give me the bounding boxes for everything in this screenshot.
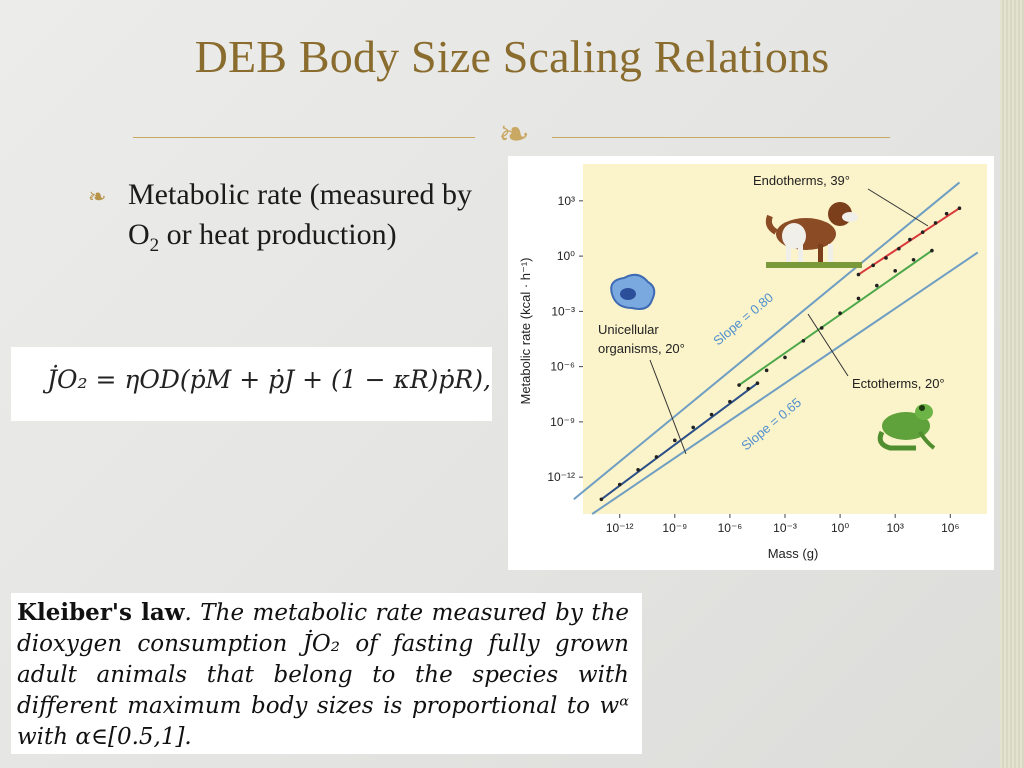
unicellular-leader xyxy=(649,359,687,455)
data-point xyxy=(737,383,741,387)
y-tick-label: 10⁻³ xyxy=(551,304,575,318)
x-tick-label: 10⁻¹² xyxy=(606,521,634,535)
bullet-text: Metabolic rate (measured by O2 or heat p… xyxy=(128,178,473,256)
bullet-metabolic-rate: ❧ Metabolic rate (measured by O2 or heat… xyxy=(88,175,488,266)
equation-box: J̇O₂ = ηOD(ṗM + ṗJ + (1 − κR)ṗR), xyxy=(11,347,492,421)
data-point xyxy=(801,339,806,343)
data-point xyxy=(636,467,640,472)
data-point xyxy=(783,355,787,360)
ornament-icon: ❧ xyxy=(498,114,530,156)
series-fit-line xyxy=(857,207,961,276)
bullet-ornament-icon: ❧ xyxy=(88,184,107,209)
x-tick-label: 10⁻³ xyxy=(773,521,797,535)
y-tick-label: 10⁻⁶ xyxy=(550,360,575,374)
chart-svg: 10⁻¹² 10⁻⁹ 10⁻⁶ 10⁻³ 10⁰ 10³ 10⁶ 10³ 10⁰ 10⁻³ 10⁻⁶… xyxy=(518,164,987,561)
equation: J̇O₂ = ηOD(ṗM + ṗJ + (1 − κR)ṗR), xyxy=(47,365,491,394)
decorative-frame xyxy=(1000,0,1024,768)
kleiber-law-box: Kleiber's law. The metabolic rate measur… xyxy=(11,593,642,754)
data-point xyxy=(871,263,875,268)
title-divider-right xyxy=(552,137,890,138)
data-point xyxy=(617,482,622,487)
kleiber-law-text: Kleiber's law. The metabolic rate measur… xyxy=(17,599,629,750)
annotation-unicellular-2: organisms, 20° xyxy=(598,341,685,356)
data-point xyxy=(728,399,732,404)
data-point xyxy=(709,412,714,417)
slope-080-line xyxy=(573,181,961,501)
slide-title: DEB Body Size Scaling Relations xyxy=(194,31,830,82)
data-point xyxy=(884,256,888,260)
data-point xyxy=(755,381,760,386)
y-tick-label: 10⁻⁹ xyxy=(550,415,575,429)
ectotherm-leader xyxy=(807,313,849,377)
annotation-unicellular-1: Unicellular xyxy=(598,322,659,337)
data-point xyxy=(856,296,861,301)
data-point xyxy=(908,237,912,242)
x-tick-label: 10⁻⁶ xyxy=(718,521,743,535)
data-point xyxy=(920,230,925,234)
annotation-endotherms: Endotherms, 39° xyxy=(753,173,850,188)
data-point xyxy=(819,326,824,330)
data-point xyxy=(746,386,751,391)
x-tick-label: 10⁶ xyxy=(941,521,959,535)
data-point xyxy=(930,248,934,253)
y-tick-label: 10³ xyxy=(558,194,575,208)
data-point xyxy=(893,269,897,273)
data-point xyxy=(599,497,604,502)
data-point xyxy=(691,425,695,430)
data-point xyxy=(875,283,879,288)
data-point xyxy=(856,272,861,277)
data-point xyxy=(764,368,769,373)
data-point xyxy=(944,211,949,216)
data-point xyxy=(673,438,677,443)
annotation-ectotherms: Ectotherms, 20° xyxy=(852,376,945,391)
endotherm-leader xyxy=(867,188,929,227)
data-point xyxy=(957,206,962,211)
data-point xyxy=(897,246,901,251)
data-point xyxy=(838,311,842,316)
slope-065-line xyxy=(591,251,979,515)
x-axis-label: Mass (g) xyxy=(768,546,819,561)
cell-icon xyxy=(610,273,656,310)
metabolic-scaling-chart: 10⁻¹² 10⁻⁹ 10⁻⁶ 10⁻³ 10⁰ 10³ 10⁶ 10³ 10⁰ 10⁻³ 10⁻⁶… xyxy=(508,156,994,570)
data-point xyxy=(911,257,916,262)
y-tick-label: 10⁻¹² xyxy=(547,470,575,484)
frog-icon xyxy=(877,404,936,451)
series-fit-line xyxy=(738,249,933,386)
plot-area xyxy=(583,164,987,514)
y-tick-label: 10⁰ xyxy=(557,249,575,263)
x-tick-label: 10⁰ xyxy=(831,521,849,535)
x-tick-label: 10³ xyxy=(887,521,904,535)
x-tick-label: 10⁻⁹ xyxy=(662,521,687,535)
title-divider-left xyxy=(133,137,475,138)
data-point xyxy=(933,221,938,225)
dog-icon xyxy=(765,202,862,268)
data-point xyxy=(654,455,659,459)
y-axis-label: Metabolic rate (kcal · h⁻¹) xyxy=(518,257,533,404)
